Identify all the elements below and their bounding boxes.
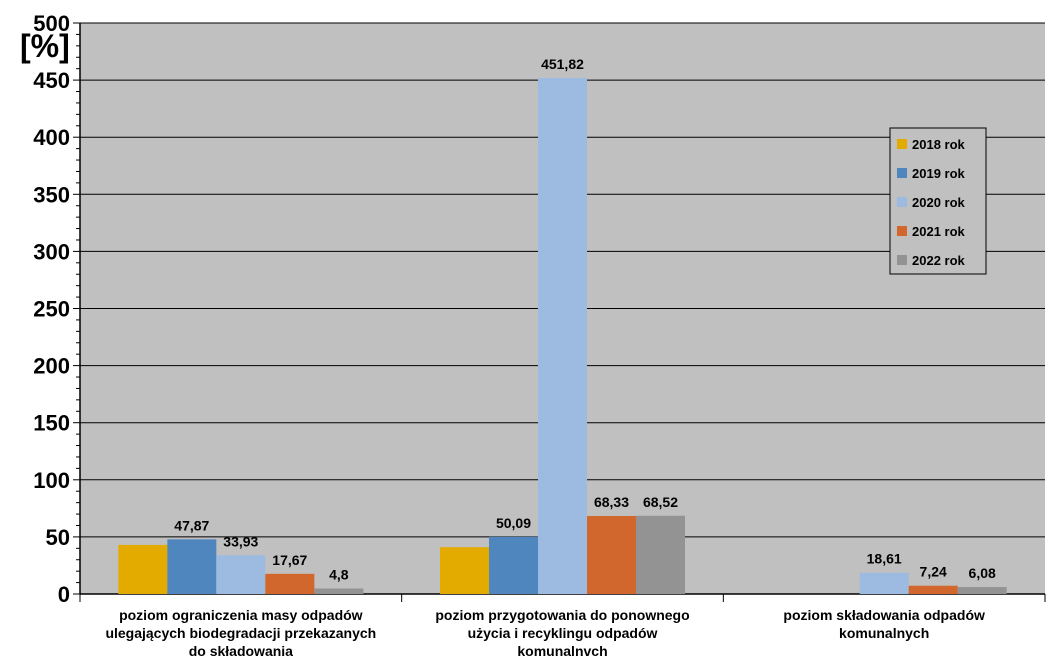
y-tick-label: 450: [33, 68, 70, 93]
bar-2018-rok-cat1: [118, 544, 168, 594]
x-category-label: poziom przygotowania do ponownego: [435, 607, 689, 623]
y-tick-label: 0: [58, 582, 70, 607]
bar-2021-rok-cat1: [265, 573, 315, 594]
legend-entry: 2021 rok: [912, 224, 966, 239]
data-label: 47,87: [174, 517, 209, 533]
bar-2021-rok-cat2: [587, 515, 636, 594]
legend-swatch: [897, 197, 907, 207]
y-tick-label: 350: [33, 182, 70, 207]
bar-2022-rok-cat2: [636, 515, 685, 594]
y-tick-label: 300: [33, 239, 70, 264]
y-tick-label: 100: [33, 468, 70, 493]
legend-entry: 2018 rok: [912, 137, 966, 152]
data-label: 17,67: [272, 552, 307, 568]
bar-2019-rok-cat2: [489, 536, 538, 594]
legend-entry: 2022 rok: [912, 253, 966, 268]
x-category-label: komunalnvch: [517, 643, 607, 659]
y-tick-label: 250: [33, 297, 70, 322]
y-tick-label: 400: [33, 125, 70, 150]
legend-swatch: [897, 168, 907, 178]
bar-2021-rok-cat3: [908, 585, 958, 594]
y-tick-label: 50: [46, 525, 70, 550]
data-label: 4,8: [329, 567, 349, 583]
legend-swatch: [897, 139, 907, 149]
bar-2020-rok-cat2: [538, 78, 587, 595]
bar-2020-rok-cat3: [859, 572, 909, 594]
bar-2022-rok-cat1: [314, 588, 364, 594]
bar-2022-rok-cat3: [957, 587, 1007, 594]
y-axis-unit-label: [%]: [20, 28, 70, 64]
data-label: 451,82: [541, 56, 584, 72]
x-category-label: komunalnych: [839, 625, 929, 641]
legend-entry: 2020 rok: [912, 195, 966, 210]
bar-2019-rok-cat1: [167, 539, 217, 594]
data-label: 18,61: [867, 551, 902, 567]
bar-2018-rok-cat2: [440, 547, 489, 594]
x-category-label: użycia i recyklingu odpadów: [468, 625, 658, 641]
data-label: 7,24: [920, 564, 947, 580]
y-tick-label: 150: [33, 411, 70, 436]
x-category-label: poziom składowania odpadów: [783, 607, 985, 623]
bar-2020-rok-cat1: [216, 555, 266, 594]
data-label: 68,52: [643, 494, 678, 510]
data-label: 6,08: [969, 565, 996, 581]
legend-swatch: [897, 255, 907, 265]
data-label: 33,93: [223, 533, 258, 549]
legend-swatch: [897, 226, 907, 236]
data-label: 68,33: [594, 494, 629, 510]
x-category-label: poziom ograniczenia masy odpadów: [119, 607, 363, 623]
data-label: 50,09: [496, 515, 531, 531]
x-category-label: ulegających biodegradacji przekazanych: [105, 625, 376, 641]
y-tick-label: 500: [33, 11, 70, 36]
y-tick-label: 200: [33, 354, 70, 379]
x-category-label: do składowania: [189, 643, 293, 659]
legend-entry: 2019 rok: [912, 166, 966, 181]
